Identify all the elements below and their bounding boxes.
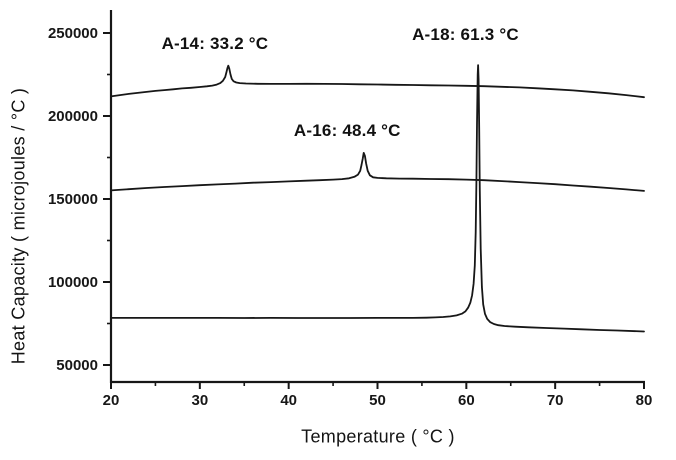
- x-tick-label: 30: [191, 392, 208, 409]
- y-tick-label: 250000: [48, 25, 98, 42]
- x-tick-label: 70: [547, 392, 564, 409]
- series-curve-a-18: [110, 64, 645, 333]
- annotation-a16-peak: A-16: 48.4 °C: [293, 120, 401, 140]
- series-curve-a-14: [110, 64, 645, 99]
- y-tick-label: 200000: [48, 108, 98, 125]
- annotation-a18-peak: A-18: 61.3 °C: [412, 24, 519, 44]
- annotation-a14-peak: A-14: 33.2 °C: [161, 33, 269, 53]
- x-tick-label: 60: [458, 392, 475, 409]
- x-tick-label: 20: [103, 392, 120, 409]
- x-tick-label: 50: [369, 392, 386, 409]
- x-axis-title: Temperature ( °C ): [301, 426, 455, 447]
- x-tick-label: 40: [280, 392, 297, 409]
- y-tick-label: 50000: [56, 357, 98, 374]
- y-tick-label: 100000: [48, 274, 98, 291]
- series-curve-a-16: [110, 152, 645, 192]
- y-tick-label: 150000: [48, 191, 98, 208]
- y-axis-title: Heat Capacity ( microjoules / °C ): [8, 87, 29, 365]
- x-tick-label: 80: [636, 392, 653, 409]
